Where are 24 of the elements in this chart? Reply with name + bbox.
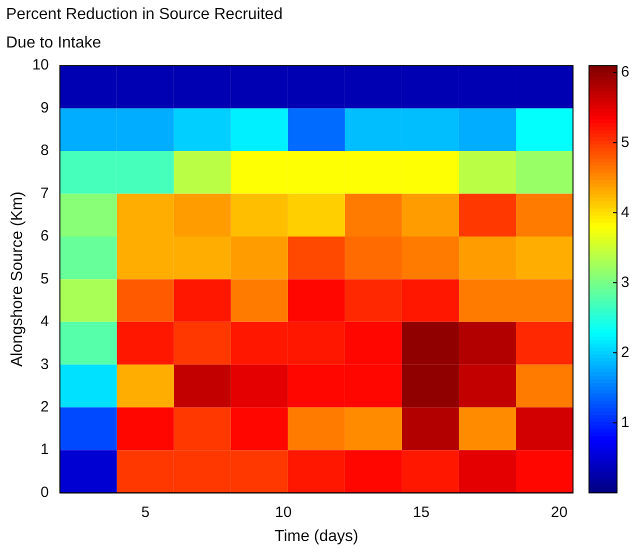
y-tick-label: 3	[40, 356, 49, 373]
y-tick-label: 2	[40, 398, 49, 416]
y-tick-label: 6	[40, 228, 49, 245]
y-tick-label: 8	[40, 142, 49, 160]
color-bar-label: 1	[621, 414, 630, 431]
y-tick-label: 10	[32, 56, 49, 74]
chart-title: Percent Reduction in Source Recruited Due to Intake	[6, 6, 283, 52]
x-tick-label: 5	[141, 504, 150, 521]
color-bar-label: 2	[621, 344, 630, 361]
y-axis-title: Alongshore Source (Km)	[9, 192, 26, 367]
color-bar-label: 6	[621, 64, 630, 81]
x-axis-title: Time (days)	[274, 528, 358, 545]
y-tick-label: 4	[40, 313, 49, 330]
x-tick-label: 15	[412, 504, 430, 521]
color-bar-label: 3	[621, 274, 630, 291]
y-tick-label: 0	[40, 484, 49, 501]
x-tick-label: 10	[274, 504, 292, 521]
color-bar-label: 4	[621, 204, 630, 221]
x-tick-label: 20	[550, 504, 568, 521]
y-tick-label: 7	[40, 184, 49, 202]
y-tick-label: 9	[40, 99, 49, 116]
y-tick-label: 5	[40, 270, 49, 288]
color-bar-label: 5	[621, 134, 630, 151]
y-tick-label: 1	[40, 441, 49, 458]
